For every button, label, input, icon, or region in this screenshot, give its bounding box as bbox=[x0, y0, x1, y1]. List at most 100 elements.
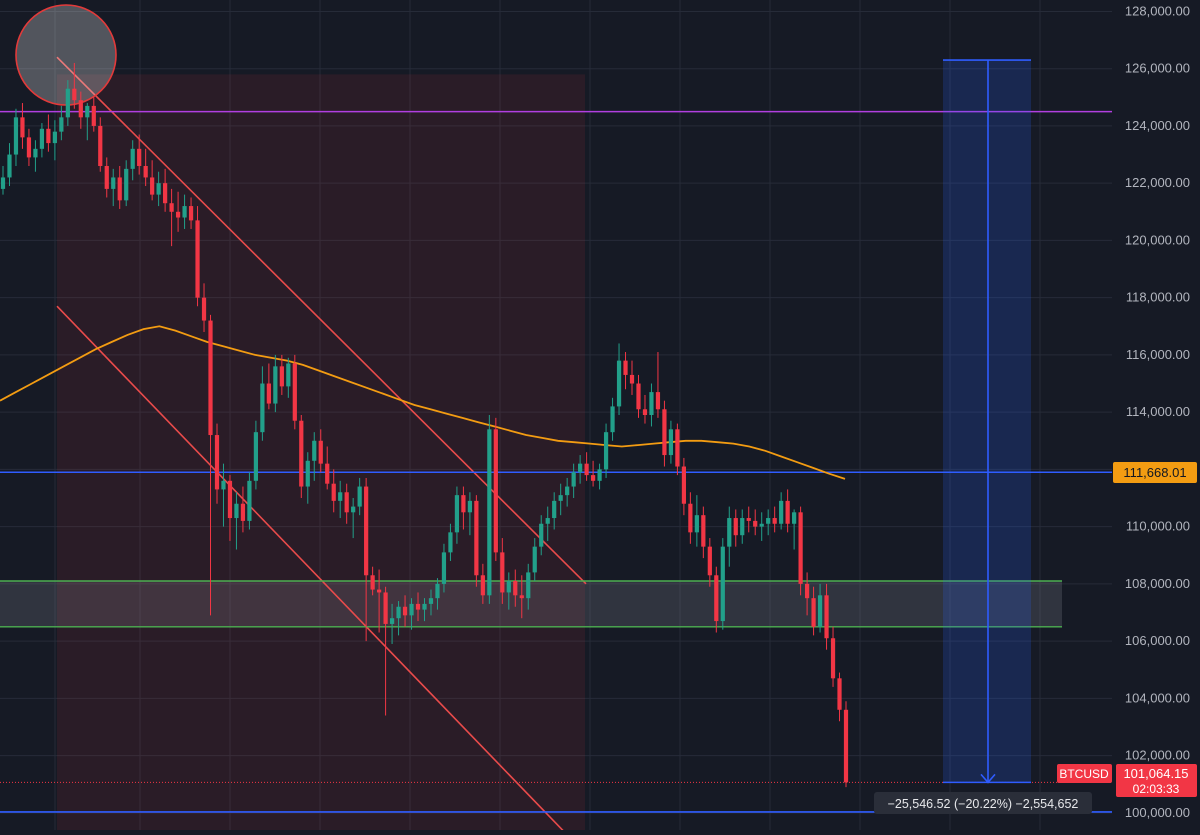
candle bbox=[234, 492, 239, 550]
moving-average bbox=[0, 325, 846, 480]
candle-body bbox=[578, 463, 583, 473]
candle bbox=[532, 538, 537, 581]
candle bbox=[357, 477, 362, 516]
candle bbox=[539, 515, 544, 556]
candle-body bbox=[137, 148, 142, 166]
candle-body bbox=[338, 492, 343, 501]
candle bbox=[195, 206, 200, 307]
candle-body bbox=[124, 168, 129, 201]
candle-body bbox=[681, 466, 686, 504]
candle bbox=[188, 197, 194, 229]
candle-body bbox=[642, 409, 648, 415]
candle-body bbox=[798, 512, 803, 584]
candle-body bbox=[558, 495, 563, 501]
candle-body bbox=[221, 480, 226, 490]
candle bbox=[65, 80, 70, 126]
candle-body bbox=[649, 392, 654, 415]
candle bbox=[331, 469, 336, 513]
candle bbox=[597, 463, 602, 490]
candle-body bbox=[584, 463, 589, 476]
candle-body bbox=[532, 546, 537, 573]
candle-body bbox=[454, 495, 460, 533]
y-tick-label: 106,000.00 bbox=[1125, 633, 1190, 648]
ma-price-text: 111,668.01 bbox=[1123, 465, 1186, 480]
candle bbox=[312, 432, 317, 481]
candle bbox=[318, 429, 323, 473]
price-labels: 111,668.01 BTCUSD 101,064.15 02:03:33 −2… bbox=[874, 462, 1197, 814]
candle-body bbox=[59, 117, 64, 132]
candle-body bbox=[441, 552, 447, 584]
candle bbox=[552, 492, 557, 530]
candle bbox=[305, 452, 310, 504]
candle-body bbox=[78, 100, 83, 118]
measure-tool[interactable] bbox=[943, 59, 1031, 784]
candle bbox=[396, 601, 401, 636]
candle-body bbox=[7, 154, 12, 178]
candle bbox=[649, 383, 654, 427]
candle bbox=[565, 477, 570, 507]
candle bbox=[389, 603, 395, 644]
candle-body bbox=[720, 546, 725, 622]
candle bbox=[681, 457, 686, 516]
candle bbox=[843, 701, 849, 788]
y-tick-label: 108,000.00 bbox=[1125, 576, 1190, 591]
candle bbox=[500, 538, 505, 604]
measure-readout bbox=[874, 792, 1092, 814]
candle bbox=[578, 455, 583, 484]
candle bbox=[714, 566, 719, 633]
candle-body bbox=[759, 523, 764, 527]
candle bbox=[707, 538, 712, 587]
candle-body bbox=[623, 360, 628, 375]
candle bbox=[720, 538, 725, 630]
candle bbox=[662, 400, 667, 467]
candle-body bbox=[668, 429, 674, 456]
candle bbox=[441, 543, 447, 593]
candle bbox=[603, 423, 609, 478]
candle-body bbox=[843, 709, 849, 783]
candle-body bbox=[519, 595, 524, 599]
candle bbox=[39, 123, 45, 158]
candle-body bbox=[461, 495, 466, 513]
y-tick-label: 114,000.00 bbox=[1126, 404, 1190, 419]
candle bbox=[208, 314, 213, 616]
candle bbox=[364, 477, 369, 642]
candle bbox=[415, 592, 421, 622]
candle-body bbox=[318, 440, 323, 464]
candle-body bbox=[565, 486, 570, 496]
candle-body bbox=[616, 360, 622, 407]
candle-body bbox=[240, 503, 246, 521]
candle bbox=[338, 480, 343, 519]
candle bbox=[837, 672, 842, 722]
candle bbox=[474, 495, 479, 587]
candle bbox=[182, 194, 187, 229]
candle-body bbox=[662, 409, 667, 456]
candle-body bbox=[422, 603, 427, 610]
candle bbox=[779, 492, 784, 530]
candle bbox=[487, 415, 492, 604]
candle bbox=[571, 463, 576, 498]
candle-body bbox=[766, 518, 771, 524]
candle-body bbox=[312, 440, 317, 461]
candle bbox=[383, 586, 388, 716]
candle-body bbox=[772, 518, 777, 524]
candle-body bbox=[655, 392, 661, 410]
candle bbox=[422, 598, 427, 622]
candle bbox=[175, 191, 181, 232]
price-axis[interactable]: 100,000.00 102,000.00 104,000.00 106,000.00… bbox=[1125, 3, 1190, 819]
y-tick-label: 100,000.00 bbox=[1125, 805, 1190, 820]
candle bbox=[85, 103, 90, 141]
candle-body bbox=[539, 523, 544, 547]
candle bbox=[746, 506, 751, 533]
candle bbox=[513, 569, 518, 607]
candle bbox=[169, 188, 174, 247]
last-price-tag bbox=[1116, 764, 1197, 797]
candle bbox=[759, 512, 764, 541]
candle bbox=[59, 105, 64, 141]
candle bbox=[694, 495, 699, 547]
candle-body bbox=[98, 125, 103, 166]
candle bbox=[454, 486, 460, 544]
candle-body bbox=[409, 603, 414, 616]
candle-body bbox=[175, 211, 181, 218]
